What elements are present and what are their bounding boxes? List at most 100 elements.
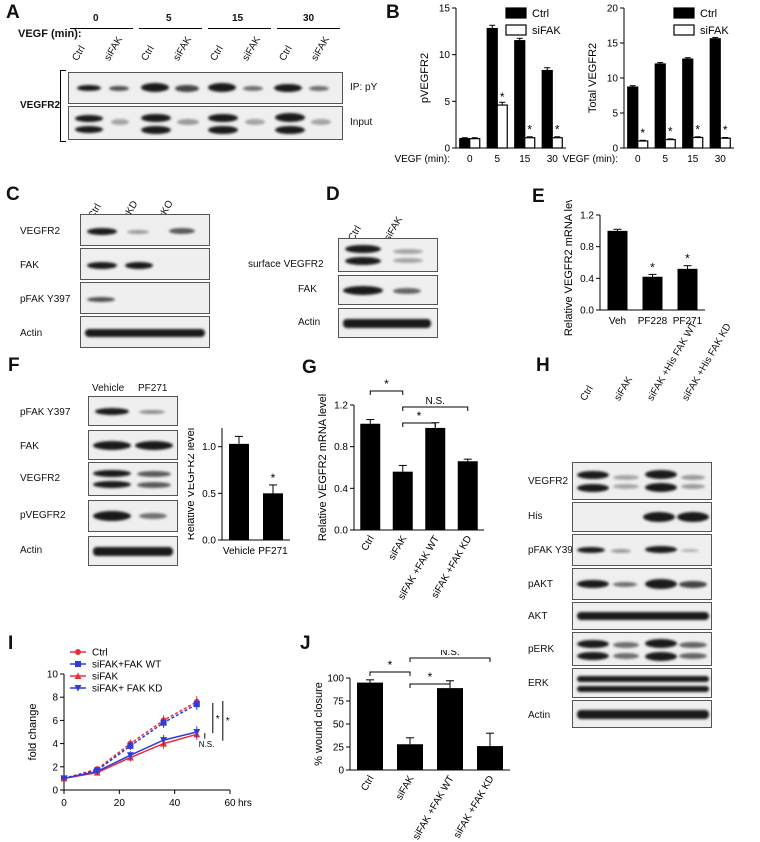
x-tick-label: siFAK +FAK WT	[411, 774, 457, 840]
legend-label-ctrl: Ctrl	[700, 8, 717, 20]
h-row-3: pFAK Y397	[528, 545, 579, 556]
chart-f-vegfr2: 0.0 0.5 1.0 Relative VEGFR2 level Vehicle PF2…	[188, 428, 290, 557]
y-tick-label: 0.4	[334, 484, 348, 495]
panel-c-label: C	[6, 184, 20, 205]
bar-ctrl-0	[627, 86, 639, 149]
f-blot-fak	[88, 430, 178, 460]
bar-sifak-fak-kd	[477, 746, 503, 770]
c-blot-fak	[80, 248, 210, 280]
x-tick-label: siFAK +FAK KD	[452, 774, 497, 840]
h-blot-vegfr2	[572, 462, 712, 500]
bar-ctrl-30	[709, 38, 721, 149]
a-lane-4: siFAK	[171, 34, 195, 63]
chart-b-pvegfr2: 0 5 10 15 pVEGFR2 0 5 15 30 * * * VEGF (min): Ctrl siF…	[394, 4, 566, 165]
data-point	[60, 775, 68, 782]
x-tick-label: Vehicle	[223, 546, 256, 557]
x-tick-label: PF271	[258, 546, 288, 557]
sig-label-2: *	[226, 716, 230, 727]
x-tick-label: 60	[224, 798, 236, 809]
y-tick-label: 5	[612, 109, 618, 120]
bar-sifak-30	[719, 137, 731, 149]
bar-sifak-fak-wt	[437, 688, 463, 770]
chart-i-fold-change: 0 2 4 6 8 10 fold change 0 20 40 60 hrs CtrlsiFAK+FA…	[27, 648, 252, 810]
bar-pf271	[263, 493, 283, 540]
y-tick-label: 0.0	[580, 306, 594, 317]
x-tick-label: 5	[662, 154, 668, 165]
bar-ctrl	[357, 682, 383, 770]
x-tick-label: siFAK	[394, 774, 417, 802]
y-tick-label: 0.0	[334, 526, 348, 537]
y-tick-label: 20	[607, 4, 619, 15]
data-point	[93, 768, 101, 775]
significance-mark: *	[695, 123, 700, 137]
legend-label: siFAK+FAK WT	[92, 660, 161, 671]
f-row-1: pFAK Y397	[20, 407, 71, 418]
x-tick-label: PF271	[673, 316, 703, 327]
h-lane-1: Ctrl	[578, 384, 596, 403]
bar-veh	[607, 230, 628, 310]
h-row-8: Actin	[528, 710, 551, 721]
h-blot-erk	[572, 668, 712, 698]
d-row-3: Actin	[298, 317, 321, 328]
a-lane-2: siFAK	[102, 34, 126, 63]
x-axis-label: VEGF (min):	[562, 154, 618, 165]
bar-ctrl-0	[459, 138, 471, 149]
d-row-2: FAK	[298, 284, 317, 295]
bar-ctrl-15	[514, 40, 526, 149]
y-tick-label: 10	[47, 670, 59, 681]
significance-mark: *	[668, 125, 673, 139]
sig-bracket-ctrl-sifak	[369, 390, 404, 395]
legend-marker	[74, 685, 82, 692]
panel-d-label: D	[326, 184, 340, 205]
legend-marker	[75, 661, 81, 667]
a-time-0: 0	[93, 13, 99, 24]
x-tick-label: 30	[715, 154, 727, 165]
panel-b-label: B	[386, 2, 400, 23]
y-tick-label: 15	[439, 4, 451, 15]
legend-label: siFAK	[92, 672, 118, 683]
a-lane-1: Ctrl	[70, 44, 88, 63]
x-tick-label: 15	[519, 154, 531, 165]
x-tick-label: Ctrl	[359, 774, 376, 793]
panel-e-label: E	[532, 186, 545, 207]
y-axis-label: Relative VEGFR2 mRNA level	[317, 394, 329, 541]
chart-e-mrna: 0.0 0.4 0.8 1.2 Relative VEGFR2 mRNA level Ve…	[563, 200, 705, 336]
a-time-15: 15	[232, 13, 244, 24]
data-point	[126, 752, 134, 759]
c-blot-vegfr2	[80, 214, 210, 246]
ns-label: N.S.	[199, 740, 215, 749]
y-tick-label: 1.0	[202, 442, 216, 453]
panel-a-label: A	[6, 2, 20, 23]
c-row-4: Actin	[20, 328, 43, 339]
data-point	[127, 742, 134, 749]
legend-label-sifak: siFAK	[532, 25, 561, 37]
h-blot-actin	[572, 700, 712, 728]
a-row-input: Input	[350, 117, 373, 128]
significance-mark: *	[685, 252, 690, 266]
bar-sifak-5	[496, 104, 508, 149]
bar-pf271	[677, 268, 698, 310]
bar-sifak-fak-wt	[425, 427, 446, 530]
a-bracket-5	[139, 28, 202, 29]
sig-label-1: *	[216, 714, 220, 725]
x-tick-label: 0	[61, 798, 67, 809]
sig-bracket-ctrl-sifak-label: *	[388, 658, 393, 672]
panel-h-label: H	[536, 355, 550, 376]
legend-swatch-sifak	[505, 24, 527, 36]
c-row-3: pFAK Y397	[20, 294, 71, 305]
x-tick-label: 20	[114, 798, 126, 809]
legend-label-sifak: siFAK	[700, 25, 729, 37]
legend-swatch-ctrl	[505, 7, 527, 19]
x-tick-label: 0	[467, 154, 473, 165]
h-row-2: His	[528, 511, 543, 522]
d-row-1: surface VEGFR2	[248, 259, 324, 270]
bar-ctrl-5	[654, 63, 666, 149]
h-row-5: AKT	[528, 611, 548, 622]
x-tick-label: 0	[635, 154, 641, 165]
ns-bracket-sifak-kd	[409, 657, 491, 662]
significance-mark: *	[555, 123, 560, 137]
h-blot-his	[572, 502, 712, 532]
x-axis-label: VEGF (min):	[394, 154, 450, 165]
x-tick-label: 15	[687, 154, 699, 165]
sig-bracket-sifak-wt	[409, 683, 451, 688]
